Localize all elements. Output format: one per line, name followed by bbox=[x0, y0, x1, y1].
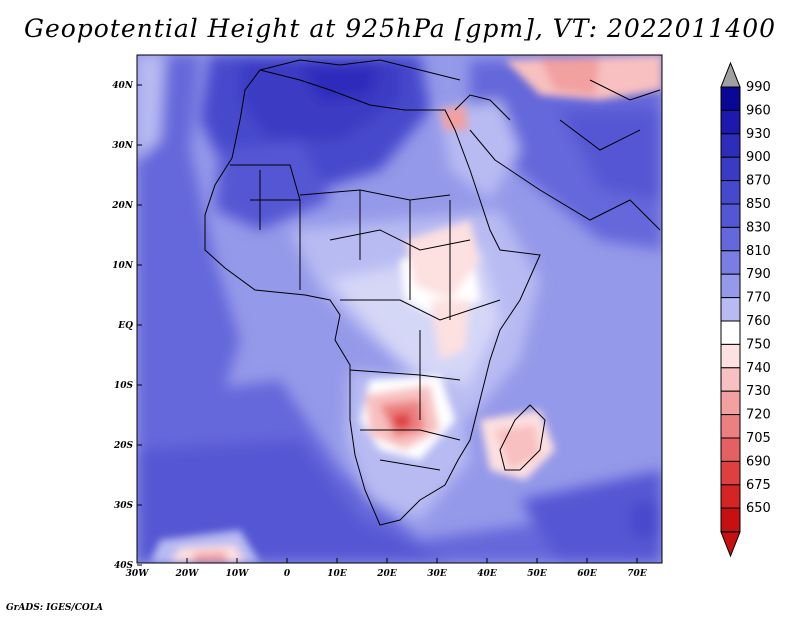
colorbar-swatch bbox=[720, 86, 741, 111]
colorbar-level-label: 705 bbox=[746, 431, 771, 446]
colorbar-swatch bbox=[720, 109, 741, 135]
colorbar-level-label: 960 bbox=[746, 103, 771, 118]
colorbar-swatch bbox=[720, 203, 741, 228]
colorbar-swatch bbox=[720, 507, 741, 533]
colorbar: 990 960 930 900 870 850 830 810 790 770 760 750 740 7… bbox=[720, 61, 771, 558]
colorbar-level-label: 790 bbox=[746, 267, 771, 282]
colorbar-swatch bbox=[720, 297, 741, 322]
colorbar-swatch bbox=[720, 250, 741, 275]
colorbar-swatch bbox=[720, 437, 741, 462]
x-tick-label: 40E bbox=[477, 569, 497, 579]
colorbar-swatch bbox=[720, 414, 741, 439]
y-tick-label: 30S bbox=[114, 501, 134, 511]
colorbar-level-label: 690 bbox=[746, 454, 771, 469]
colorbar-swatch bbox=[720, 156, 741, 182]
colorbar-swatch bbox=[720, 460, 741, 486]
colorbar-swatch bbox=[720, 367, 741, 392]
x-tick-label: 0 bbox=[284, 569, 291, 579]
colorbar-level-label: 830 bbox=[746, 220, 771, 235]
x-tick-label: 20E bbox=[376, 569, 397, 579]
colorbar-swatch bbox=[720, 320, 741, 345]
colorbar-swatch bbox=[720, 226, 741, 252]
map-title: Geopotential Height at 925hPa [gpm], VT:… bbox=[23, 14, 777, 43]
y-tick-label: 30N bbox=[112, 141, 134, 151]
colorbar-level-label: 650 bbox=[746, 501, 771, 516]
colorbar-level-label: 720 bbox=[746, 408, 771, 423]
x-tick-label: 20W bbox=[175, 569, 200, 579]
colorbar-swatch bbox=[720, 133, 741, 158]
x-tick-label: 30W bbox=[126, 569, 150, 579]
x-tick-label: 10E bbox=[327, 569, 347, 579]
colorbar-level-label: 990 bbox=[746, 80, 771, 95]
x-tick-label: 10W bbox=[226, 569, 250, 579]
y-tick-label: 20N bbox=[111, 201, 134, 211]
colorbar-level-label: 870 bbox=[746, 174, 771, 189]
x-tick-label: 30E bbox=[427, 569, 447, 579]
grads-credit: GrADS: IGES/COLA bbox=[6, 603, 104, 613]
colorbar-level-label: 675 bbox=[746, 478, 771, 493]
height-field bbox=[137, 55, 662, 563]
colorbar-upper-arrow bbox=[720, 61, 741, 88]
colorbar-level-label: 900 bbox=[746, 150, 771, 165]
colorbar-level-label: 750 bbox=[746, 337, 771, 352]
colorbar-swatch bbox=[720, 343, 741, 369]
colorbar-level-label: 810 bbox=[746, 244, 771, 259]
y-tick-label: 10S bbox=[114, 381, 134, 391]
colorbar-level-label: 760 bbox=[746, 314, 771, 329]
x-tick-label: 50E bbox=[527, 569, 547, 579]
colorbar-lower-arrow bbox=[720, 531, 741, 558]
colorbar-swatch bbox=[720, 390, 741, 416]
y-tick-label: 40S bbox=[114, 561, 134, 571]
axis-ticks: 30W 20W 10W 0 10E 20E 30E 40E 50E 60E 70E 40N 30N 20N… bbox=[111, 81, 647, 579]
plot-frame bbox=[136, 54, 663, 564]
colorbar-level-label: 850 bbox=[746, 197, 771, 212]
colorbar-swatch bbox=[720, 180, 741, 205]
colorbar-level-label: 770 bbox=[746, 291, 771, 306]
coastlines bbox=[204, 59, 661, 526]
y-tick-label: 20S bbox=[113, 441, 134, 451]
colorbar-level-label: 930 bbox=[746, 127, 771, 142]
colorbar-swatch bbox=[720, 273, 741, 299]
x-tick-label: 70E bbox=[627, 569, 647, 579]
colorbar-swatch bbox=[720, 484, 741, 509]
colorbar-level-label: 730 bbox=[746, 384, 771, 399]
y-tick-label: EQ bbox=[117, 321, 133, 331]
y-tick-label: 40N bbox=[112, 81, 134, 91]
x-tick-label: 60E bbox=[577, 569, 597, 579]
colorbar-level-label: 740 bbox=[746, 361, 771, 376]
y-tick-label: 10N bbox=[112, 261, 134, 271]
